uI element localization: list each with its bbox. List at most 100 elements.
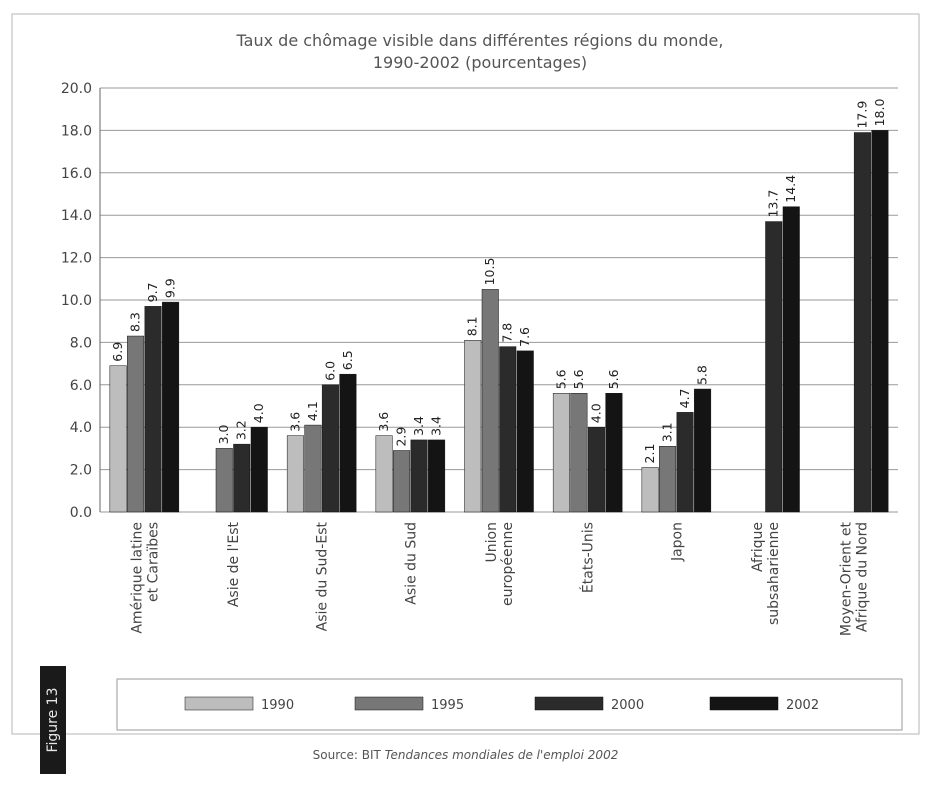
y-tick-label: 8.0: [70, 335, 92, 351]
y-tick-label: 20.0: [61, 81, 92, 97]
y-tick-label: 12.0: [61, 251, 92, 267]
bar-1990: [286, 435, 304, 513]
bar-2002: [339, 373, 357, 513]
gridlines: [99, 87, 898, 513]
bar-2002: [516, 350, 534, 513]
legend-swatch-1995: [354, 696, 424, 711]
bar-2000: [321, 384, 339, 513]
bar-1990: [552, 393, 570, 513]
bar-1995: [659, 446, 677, 513]
bar-1995: [393, 450, 411, 513]
bar-value-label: 3.2: [234, 420, 249, 440]
bar-value-label: 7.8: [500, 323, 515, 343]
bar-1990: [375, 435, 393, 513]
legend-label-2002: 2002: [786, 698, 819, 713]
bar-value-label: 3.1: [660, 422, 675, 442]
legend-label-1990: 1990: [261, 698, 294, 713]
bar-1995: [127, 335, 145, 513]
bar-value-label: 6.5: [340, 350, 355, 370]
bar-value-label: 5.6: [571, 369, 586, 389]
bar-value-label: 2.1: [642, 444, 657, 464]
bar-value-label: 3.6: [376, 412, 391, 432]
x-tick-label: et Caraïbes: [145, 522, 161, 602]
bar-1995: [304, 424, 322, 513]
y-tick-label: 18.0: [61, 123, 92, 139]
x-tick-label: européenne: [500, 522, 516, 606]
bar-value-labels: 6.98.39.7 9.93.0 3.24.0 3.64.16.06.53.62.93…: [110, 99, 887, 464]
bar-value-label: 17.9: [854, 101, 869, 129]
bar-value-label: 3.6: [287, 412, 302, 432]
bar-value-label: 3.0: [216, 424, 231, 444]
y-tick-label: 6.0: [70, 378, 92, 394]
legend-swatch-1990: [184, 696, 254, 711]
bar-value-label: 5.8: [695, 365, 710, 385]
bar-value-label: 7.6: [517, 327, 532, 347]
bar-1995: [481, 289, 499, 513]
bar-value-label: 9.9: [163, 278, 178, 298]
y-tick-label: 0.0: [70, 505, 92, 521]
y-tick-label: 14.0: [61, 208, 92, 224]
bar-value-label: 5.6: [553, 369, 568, 389]
x-tick-label: Asie du Sud: [403, 522, 419, 605]
source-title: Tendances mondiales de l'emploi 2002: [384, 748, 619, 762]
bar-2002: [871, 130, 889, 513]
x-tick-label: Union: [484, 522, 500, 562]
bars: [109, 130, 889, 513]
legend-swatch-2000: [534, 696, 604, 711]
y-tick-label: 4.0: [70, 420, 92, 436]
x-tick-label: Asie de l'Est: [226, 522, 242, 608]
x-tick-label: Afrique du Nord: [855, 522, 871, 632]
bar-2002: [428, 439, 446, 513]
bar-2002: [162, 301, 180, 513]
bar-value-label: 14.4: [783, 175, 798, 203]
x-tick-label: États-Unis: [580, 522, 597, 593]
bar-2002: [250, 426, 268, 513]
bar-2000: [144, 306, 162, 513]
chart-subtitle: 1990-2002 (pourcentages): [373, 53, 587, 72]
bar-2002: [782, 206, 800, 513]
bar-1990: [109, 365, 127, 513]
bar-value-label: 4.1: [305, 401, 320, 421]
legend: 1990 1995 2000 2002: [116, 678, 903, 731]
bar-value-label: 3.4: [411, 416, 426, 436]
bar-2000: [587, 426, 605, 513]
chart-frame: [11, 13, 920, 735]
bar-1995: [215, 448, 233, 513]
x-tick-label: Asie du Sud-Est: [315, 522, 331, 632]
bar-value-label: 10.5: [482, 258, 497, 286]
figure-label: Figure 13: [45, 687, 61, 753]
bar-value-label: 6.9: [110, 342, 125, 362]
bar-value-label: 13.7: [766, 190, 781, 218]
bar-value-label: 2.9: [394, 427, 409, 447]
y-tick-label: 2.0: [70, 463, 92, 479]
x-tick-label: Afrique: [750, 522, 766, 572]
figure-number-tab: Figure 13: [40, 666, 66, 774]
bar-value-label: 5.6: [606, 369, 621, 389]
bar-2000: [410, 439, 428, 513]
legend-swatch-2002: [709, 696, 779, 711]
y-axis-ticks: 0.0 2.0 4.0 6.0 8.0 10.0 12.0 14.0 16.0 18.0 20.0: [61, 81, 92, 521]
bar-value-label: 8.3: [128, 312, 143, 332]
bar-2002: [605, 393, 623, 513]
bar-2000: [233, 443, 251, 513]
x-axis-labels: Amérique latine et Caraïbes Asie de l'Est A…: [129, 522, 870, 637]
x-tick-label: Moyen-Orient et: [839, 522, 855, 637]
bar-value-label: 4.0: [588, 403, 603, 423]
x-tick-label: Amérique latine: [129, 522, 145, 634]
bar-value-label: 18.0: [872, 99, 887, 127]
y-tick-label: 16.0: [61, 166, 92, 182]
bar-2000: [499, 346, 517, 513]
legend-label-2000: 2000: [611, 698, 644, 713]
chart-title: Taux de chômage visible dans différentes…: [236, 31, 724, 50]
bar-1990: [464, 340, 482, 513]
bar-value-label: 4.7: [677, 388, 692, 408]
bar-value-label: 4.0: [251, 403, 266, 423]
source-note: Source: BIT Tendances mondiales de l'emp…: [0, 748, 931, 762]
bar-2000: [765, 221, 783, 513]
bar-1990: [641, 467, 659, 513]
bar-value-label: 6.0: [322, 361, 337, 381]
x-tick-label: subsaharienne: [766, 522, 782, 625]
legend-box: [116, 678, 903, 731]
